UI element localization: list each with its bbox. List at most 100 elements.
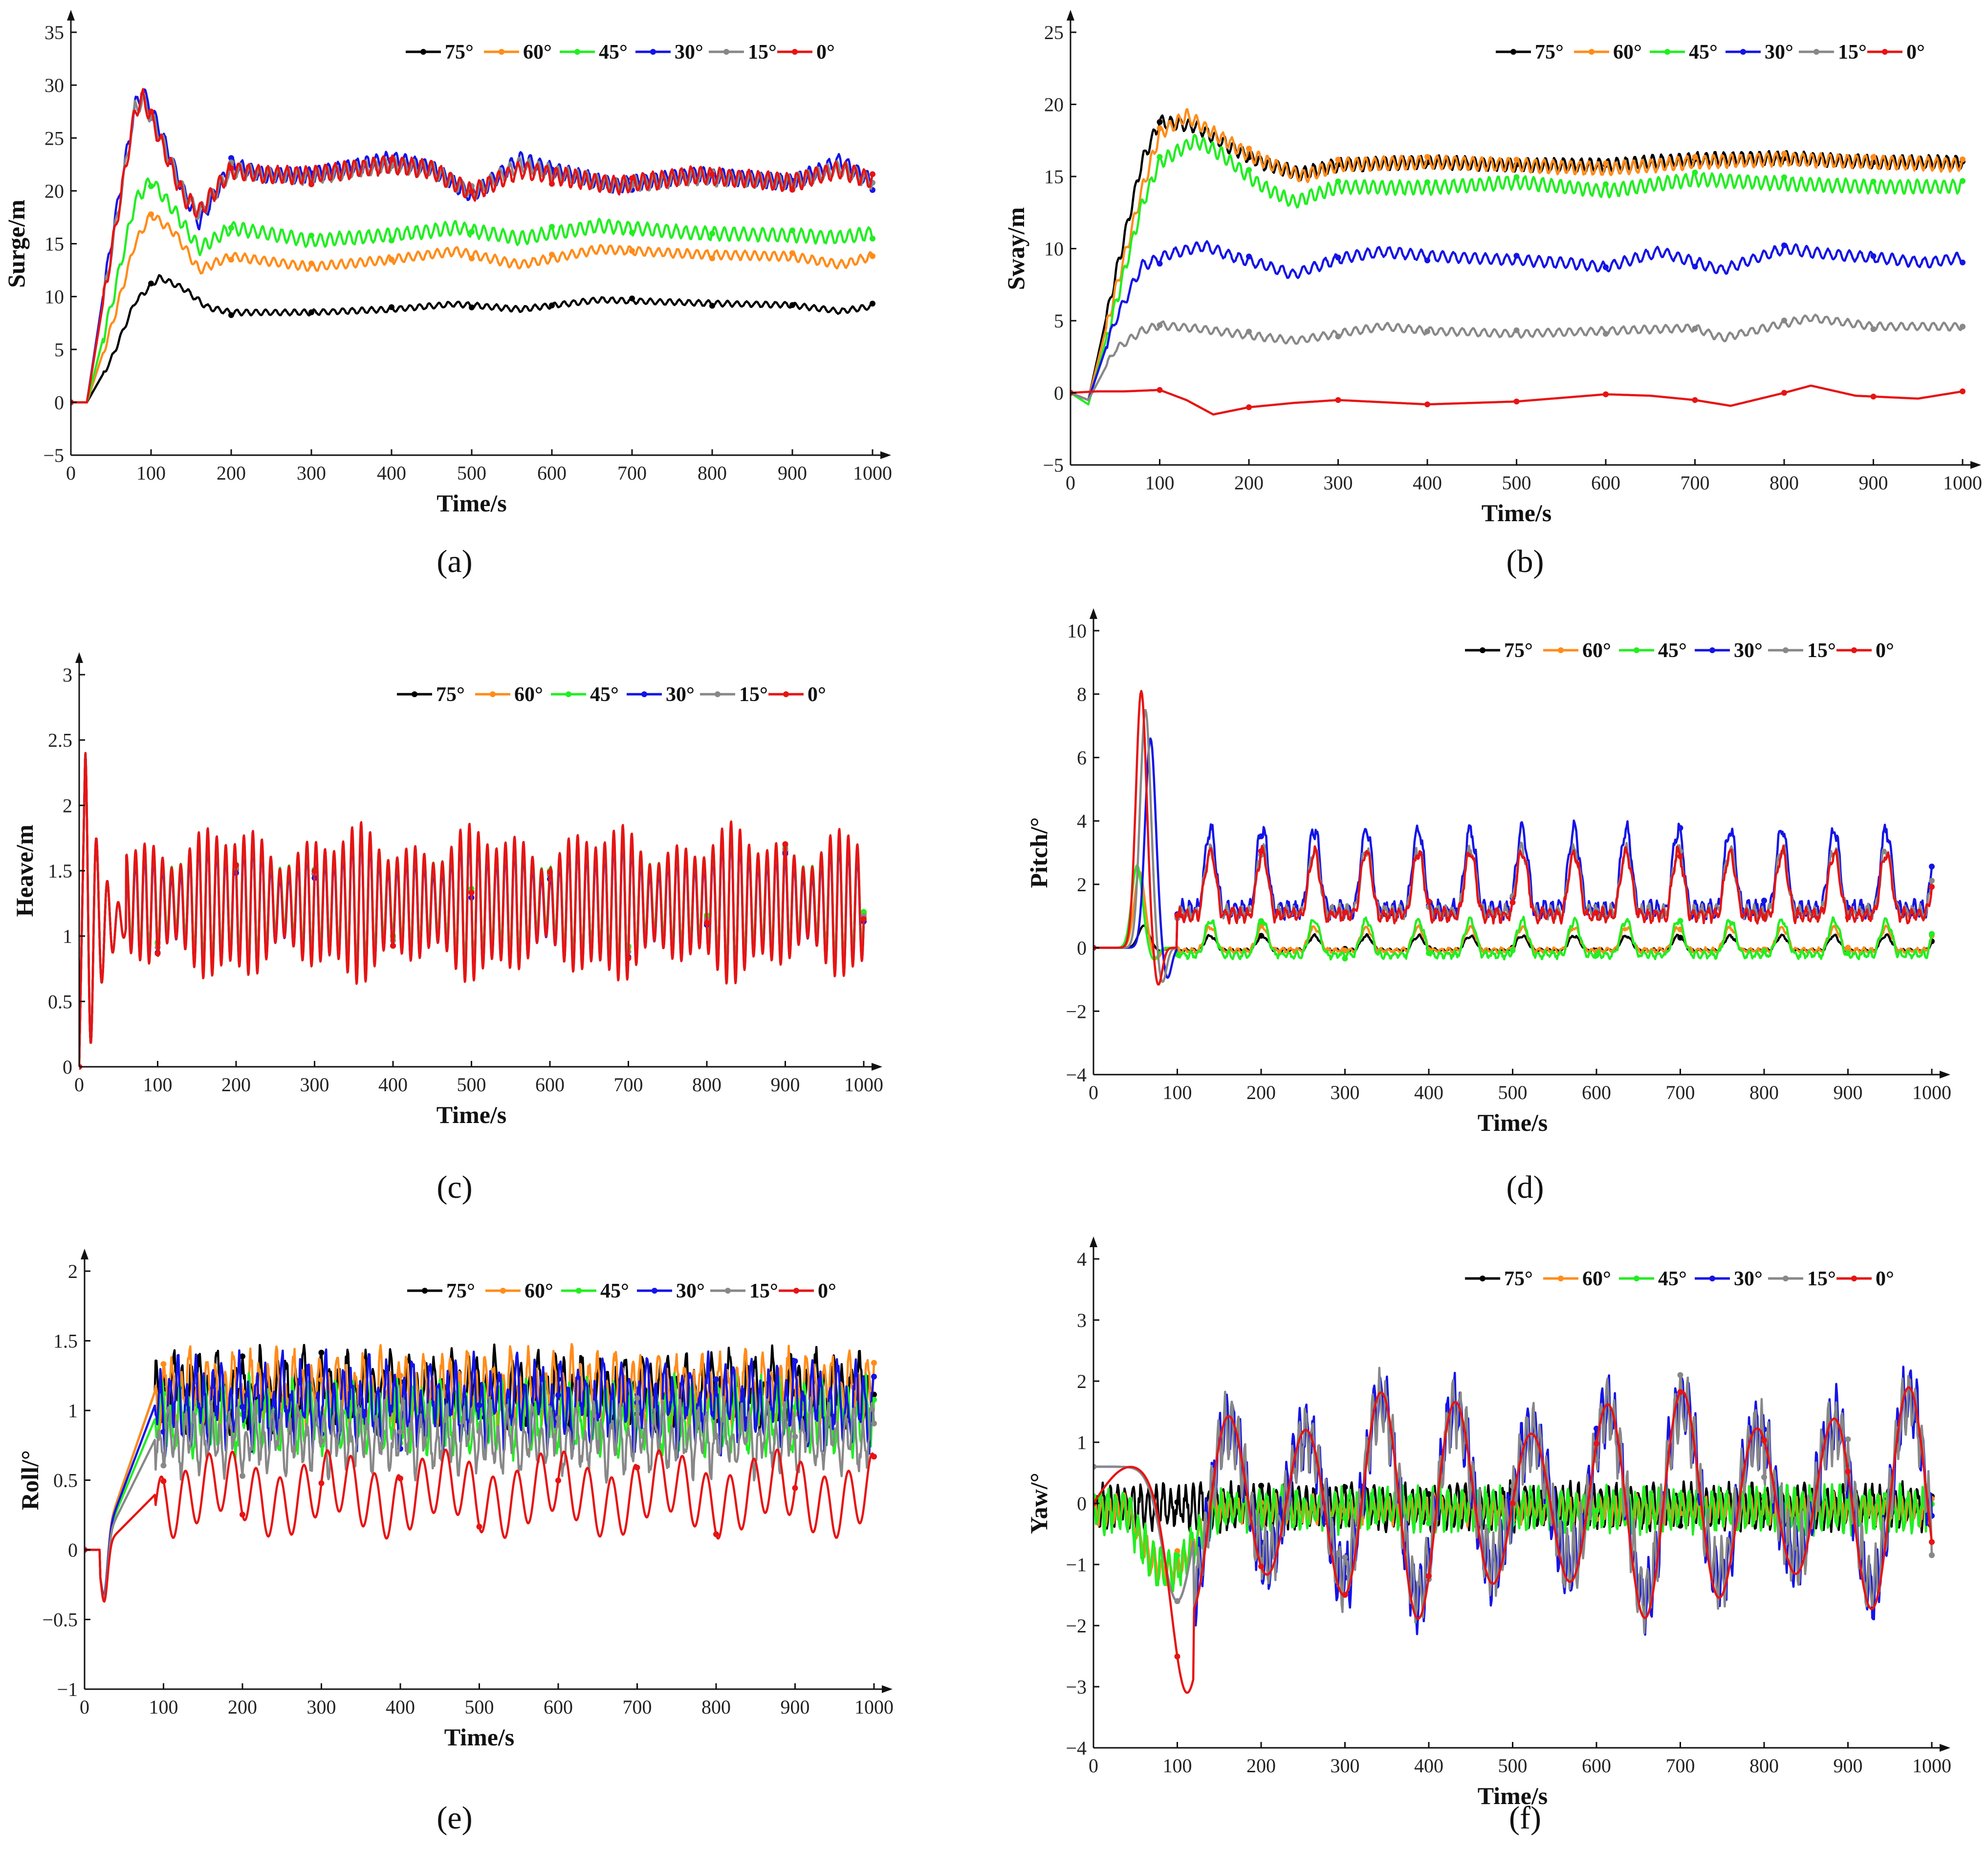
series-marker <box>1157 154 1163 160</box>
y-tick-label: 0 <box>63 1056 72 1078</box>
series-line-15deg <box>1093 708 1933 983</box>
legend-label: 30° <box>1734 1268 1763 1290</box>
x-tick-label: 400 <box>377 462 406 484</box>
series-marker <box>397 1429 403 1435</box>
series-marker <box>870 171 875 177</box>
series-marker <box>1845 914 1851 921</box>
series-marker <box>1870 394 1877 400</box>
series-marker <box>704 920 710 926</box>
series-marker <box>1174 1548 1180 1554</box>
series-marker <box>240 1511 245 1518</box>
legend-label: 30° <box>666 683 695 706</box>
series-marker <box>1342 955 1348 962</box>
series-line-75deg <box>71 274 874 404</box>
series-marker <box>1157 387 1163 393</box>
x-tick-label: 900 <box>778 462 807 484</box>
series-marker <box>555 1392 561 1398</box>
y-tick-label: 1.5 <box>48 860 72 882</box>
series-marker <box>1594 1508 1599 1514</box>
legend-label: 0° <box>1906 41 1925 64</box>
y-tick-label: 1 <box>68 1400 78 1422</box>
x-tick-label: 300 <box>297 462 326 484</box>
x-tick-label: 600 <box>1582 1755 1611 1777</box>
legend-marker <box>1558 1276 1564 1281</box>
y-tick-label: 2.5 <box>48 729 72 751</box>
series-marker <box>1342 1484 1348 1490</box>
y-tick-label: 2 <box>1077 1370 1087 1392</box>
series-marker <box>549 223 555 230</box>
legend-marker <box>566 691 571 697</box>
series-marker <box>160 1478 167 1484</box>
series-marker <box>1870 154 1877 160</box>
series-marker <box>1246 253 1252 260</box>
series-marker <box>1174 912 1180 919</box>
series-group <box>79 752 867 1070</box>
legend-marker <box>652 1288 657 1294</box>
series-marker <box>240 1473 245 1479</box>
series-marker <box>1960 324 1966 330</box>
series-marker <box>240 1404 245 1410</box>
legend-label: 60° <box>514 683 543 706</box>
series-line-0deg <box>79 752 865 1068</box>
series-marker <box>1258 1563 1264 1569</box>
series-marker <box>1960 388 1966 395</box>
series-marker <box>1157 261 1163 267</box>
legend-label: 75° <box>446 1280 475 1302</box>
series-marker <box>1424 154 1430 160</box>
x-tick-label: 600 <box>535 1074 565 1096</box>
series-marker <box>1845 1436 1851 1442</box>
series-marker <box>476 1428 482 1434</box>
legend-marker <box>1480 1276 1486 1281</box>
legend-label: 75° <box>1504 639 1533 662</box>
x-tick-label: 0 <box>74 1074 84 1096</box>
legend-label: 75° <box>436 683 465 706</box>
y-tick-label: 10 <box>1067 620 1087 642</box>
legend-label: 0° <box>1876 639 1894 662</box>
x-tick-label: 800 <box>692 1074 721 1096</box>
legend-marker <box>1813 49 1819 55</box>
x-axis-arrow <box>1970 461 1981 469</box>
legend-label: 60° <box>1582 1268 1611 1290</box>
legend: 75° 60° 45° 30° 15° 0° <box>1496 41 1925 64</box>
x-tick-label: 500 <box>1502 472 1531 494</box>
x-tick-label: 700 <box>1666 1081 1695 1103</box>
x-tick-label: 700 <box>1681 472 1710 494</box>
legend-label: 15° <box>749 1280 778 1302</box>
x-tick-label: 0 <box>66 462 76 484</box>
series-marker <box>1426 1573 1432 1579</box>
series-marker <box>1594 952 1599 958</box>
y-axis-title: Sway/m <box>1002 207 1029 290</box>
x-tick-label: 1000 <box>1912 1755 1951 1777</box>
series-line-30deg <box>71 88 874 404</box>
series-marker <box>1960 259 1966 265</box>
series-marker <box>1424 179 1430 185</box>
legend: 75° 60° 45° 30° 15° 0° <box>406 41 835 64</box>
y-tick-label: −1 <box>57 1678 78 1700</box>
legend-label: 30° <box>1734 639 1763 662</box>
x-tick-label: 100 <box>1145 472 1175 494</box>
legend-label: 45° <box>1658 1268 1687 1290</box>
series-marker <box>1342 1515 1348 1521</box>
legend-marker <box>422 1288 428 1294</box>
y-tick-label: 4 <box>1077 1248 1087 1270</box>
x-tick-label: 200 <box>1234 472 1264 494</box>
legend-label: 15° <box>1838 41 1867 64</box>
series-marker <box>233 862 239 868</box>
y-tick-label: 2 <box>1077 874 1087 896</box>
series-marker <box>1509 899 1516 905</box>
x-tick-label: 800 <box>698 462 727 484</box>
series-marker <box>871 1420 877 1427</box>
panel-label: (b) <box>1507 544 1544 579</box>
x-tick-label: 200 <box>1246 1081 1276 1103</box>
series-marker <box>1692 326 1698 332</box>
series-marker <box>789 250 795 256</box>
series-marker <box>311 868 318 874</box>
series-marker <box>1677 825 1683 831</box>
series-marker <box>1870 253 1877 259</box>
series-marker <box>1845 945 1851 951</box>
series-marker <box>1258 848 1264 855</box>
y-tick-label: 1 <box>1077 1432 1087 1454</box>
series-marker <box>468 889 475 896</box>
legend-label: 30° <box>676 1280 705 1302</box>
